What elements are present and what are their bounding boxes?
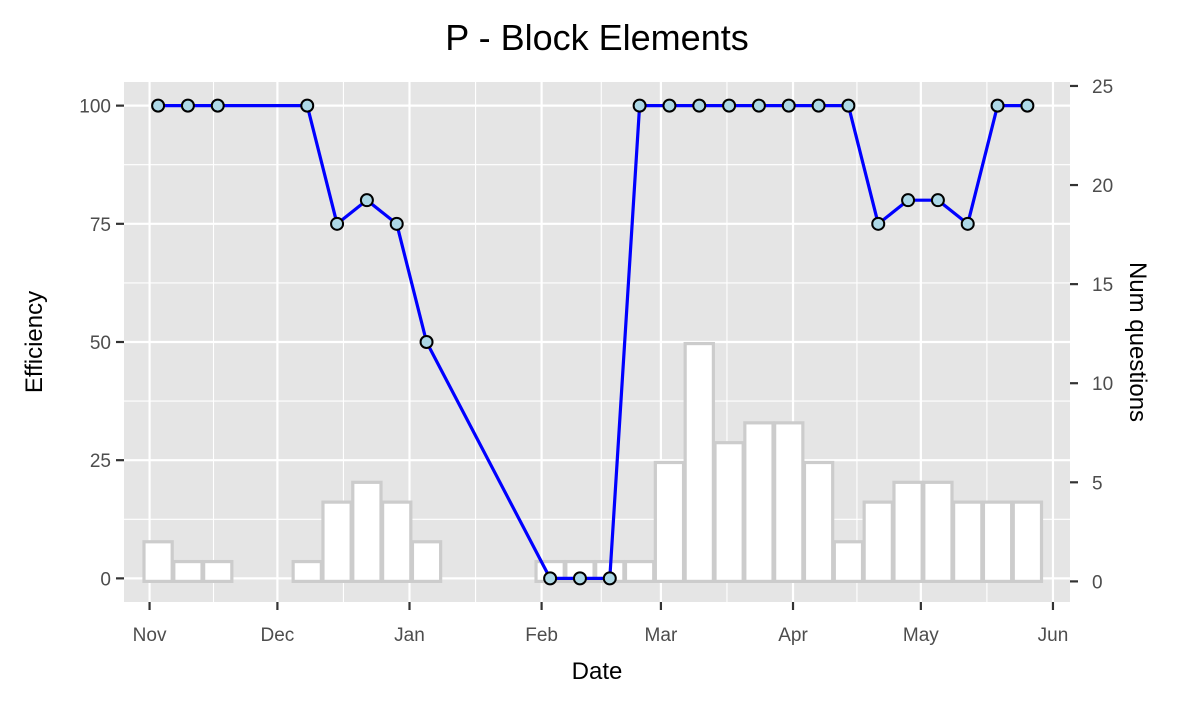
right-y-tick-label: 5 [1092, 473, 1103, 494]
num-questions-bars [142, 341, 1044, 583]
left-y-tick-label: 0 [100, 569, 111, 590]
efficiency-point [389, 216, 404, 231]
x-tick-label: Nov [133, 625, 167, 646]
right-y-tick-label: 10 [1092, 374, 1113, 395]
efficiency-point [602, 571, 617, 586]
right-y-tick-label: 25 [1092, 77, 1113, 98]
efficiency-point [543, 571, 558, 586]
num-questions-bar [410, 540, 443, 583]
num-questions-bar [683, 341, 715, 583]
right-y-axis-title: Num questions [1124, 262, 1151, 422]
x-tick-label: May [903, 625, 939, 646]
num-questions-bar [981, 500, 1014, 583]
efficiency-point [419, 335, 434, 349]
x-axis: Nov Dec Jan Feb Mar Apr May Jun [133, 602, 1069, 646]
efficiency-point [572, 571, 587, 586]
num-questions-bar [321, 500, 353, 583]
efficiency-point [632, 98, 647, 113]
x-tick-label: Apr [778, 625, 808, 646]
num-questions-bar [892, 480, 924, 583]
efficiency-point [692, 98, 707, 113]
efficiency-point [210, 98, 225, 113]
efficiency-point [1020, 98, 1035, 113]
left-y-tick-label: 50 [90, 333, 111, 354]
efficiency-point [751, 98, 766, 113]
num-questions-bar [1011, 500, 1044, 583]
num-questions-bar [952, 500, 984, 583]
left-y-axis-title: Efficiency [21, 291, 48, 393]
num-questions-bar [922, 480, 954, 583]
x-tick-label: Jan [394, 625, 425, 646]
num-questions-bar [832, 540, 865, 583]
num-questions-bar [351, 480, 383, 583]
x-tick-label: Dec [261, 625, 295, 646]
efficiency-point [722, 98, 737, 113]
right-y-axis: 0 5 10 15 20 25 [1070, 77, 1113, 593]
x-tick-label: Feb [525, 625, 558, 646]
efficiency-points [151, 98, 1035, 586]
chart-title: P - Block Elements [445, 17, 748, 58]
x-tick-label: Mar [645, 625, 678, 646]
efficiency-point [781, 98, 796, 113]
num-questions-bar [142, 540, 174, 583]
efficiency-point [662, 98, 677, 113]
efficiency-point [300, 98, 315, 113]
efficiency-point [841, 98, 856, 113]
efficiency-point [960, 216, 975, 231]
efficiency-point [359, 193, 374, 208]
num-questions-bar [773, 421, 805, 583]
efficiency-point [180, 98, 195, 113]
efficiency-point [990, 98, 1005, 113]
left-y-tick-label: 25 [90, 451, 111, 472]
num-questions-bar [172, 559, 204, 583]
efficiency-point [330, 216, 345, 231]
efficiency-point [151, 98, 166, 113]
num-questions-bar [713, 441, 745, 583]
num-questions-bar [291, 559, 323, 583]
left-y-tick-label: 75 [90, 215, 111, 236]
x-tick-label: Jun [1038, 625, 1069, 646]
right-y-tick-label: 15 [1092, 275, 1113, 296]
left-y-tick-label: 100 [79, 97, 111, 118]
num-questions-bar [802, 460, 835, 583]
efficiency-point [901, 193, 916, 208]
num-questions-bar [743, 421, 775, 583]
x-axis-title: Date [572, 658, 623, 685]
num-questions-bar [381, 500, 413, 583]
num-questions-bar [862, 500, 894, 583]
efficiency-point [871, 216, 886, 231]
left-y-axis: 0 25 50 75 100 [79, 97, 124, 590]
efficiency-point [930, 193, 945, 208]
num-questions-bar [623, 559, 656, 583]
right-y-tick-label: 20 [1092, 176, 1113, 197]
efficiency-point [811, 98, 826, 113]
num-questions-bar [653, 460, 686, 583]
num-questions-bar [202, 559, 234, 583]
right-y-tick-label: 0 [1092, 572, 1103, 593]
